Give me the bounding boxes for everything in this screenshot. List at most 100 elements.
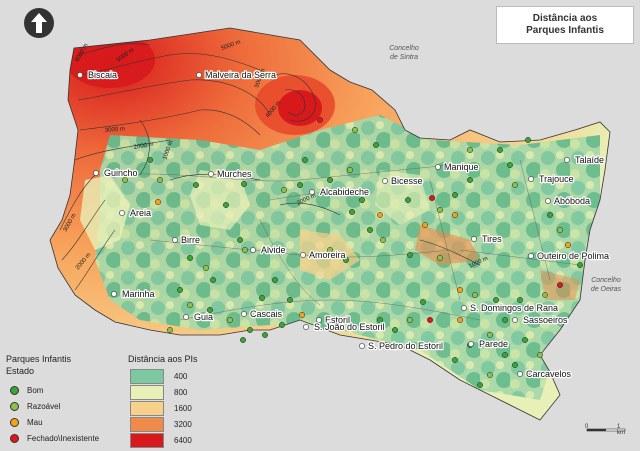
place-label: S. João do Estoril <box>314 322 385 332</box>
place-marker <box>172 237 178 243</box>
place-marker <box>528 253 534 259</box>
playground-point <box>155 199 161 205</box>
neighbor-sintra-label: Concelho de Sintra <box>389 45 419 61</box>
north-arrow-icon <box>31 13 47 33</box>
playground-point <box>297 182 303 188</box>
place-label: Amoreira <box>309 250 346 260</box>
legend-distance-item: 6400 <box>130 433 192 448</box>
place-marker <box>316 317 322 323</box>
legend-dot-icon <box>10 434 19 443</box>
legend-distance-item: 3200 <box>130 417 192 432</box>
playground-point <box>542 292 548 298</box>
playground-point <box>347 167 353 173</box>
place-marker <box>300 252 306 258</box>
legend-parks-item: Razoável <box>10 402 60 411</box>
place-label: Bicesse <box>391 176 423 186</box>
playground-point <box>167 327 173 333</box>
legend-parks-item: Mau <box>10 418 43 427</box>
playground-point <box>359 197 365 203</box>
map-title: Distância aos Parques Infantis <box>496 6 634 44</box>
place-label: Cascais <box>250 309 283 319</box>
legend-parks-label: Mau <box>27 418 43 427</box>
playground-point <box>452 192 458 198</box>
playground-point <box>452 212 458 218</box>
legend-distance-label: 800 <box>174 388 188 397</box>
playground-point <box>122 177 128 183</box>
playground-point <box>327 247 333 253</box>
playground-point <box>405 197 411 203</box>
playground-point <box>565 242 571 248</box>
place-marker <box>468 341 474 347</box>
legend-distance-label: 3200 <box>174 420 192 429</box>
scale-start: 0 <box>585 424 589 430</box>
scale-bar: 0 1 km <box>585 424 629 442</box>
legend-parks-item: Bom <box>10 386 43 395</box>
playground-point <box>247 327 253 333</box>
playground-point <box>242 247 248 253</box>
place-marker <box>461 305 467 311</box>
place-marker <box>77 72 83 78</box>
north-arrow <box>24 8 54 38</box>
playground-point <box>203 265 209 271</box>
place-label: Guincho <box>104 168 138 178</box>
playground-point <box>187 302 193 308</box>
playground-point <box>281 187 287 193</box>
playground-point <box>557 227 563 233</box>
place-marker <box>471 236 477 242</box>
playground-point <box>392 327 398 333</box>
legend-distance-title: Distância aos PIs <box>128 354 198 364</box>
playground-point <box>502 317 508 323</box>
legend-swatch <box>130 433 164 448</box>
playground-point <box>407 252 413 258</box>
playground-point <box>467 147 473 153</box>
playground-point <box>373 142 379 148</box>
playground-point <box>407 317 413 323</box>
map-title-text: Distância aos Parques Infantis <box>526 13 604 36</box>
playground-point <box>437 207 443 213</box>
place-marker <box>183 314 189 320</box>
legend-distance-label: 6400 <box>174 436 192 445</box>
place-marker <box>517 371 523 377</box>
place-label: Alvide <box>261 245 286 255</box>
neighbor-oeiras-label: Concelho de Oeiras <box>591 277 622 293</box>
playground-point <box>177 287 183 293</box>
place-label: S. Pedro do Estoril <box>368 341 443 351</box>
playground-point <box>237 237 243 243</box>
place-marker <box>241 311 247 317</box>
place-label: Areia <box>130 208 151 218</box>
legend-parks-subtitle: Estado <box>6 366 35 376</box>
playground-points <box>122 117 583 388</box>
place-marker <box>528 176 534 182</box>
legend-dot-icon <box>10 386 19 395</box>
playground-point <box>522 337 528 343</box>
playground-point <box>302 157 308 163</box>
playground-point <box>380 237 386 243</box>
playground-point <box>299 312 305 318</box>
playground-point <box>517 297 523 303</box>
legend-dot-icon <box>10 418 19 427</box>
place-label: Marinha <box>122 289 155 299</box>
legend-swatch <box>130 369 164 384</box>
place-marker <box>111 291 117 297</box>
place-label: Murches <box>217 169 252 179</box>
legend-parks-label: Razoável <box>27 402 61 411</box>
playground-point <box>287 297 293 303</box>
playground-point <box>525 137 531 143</box>
legend-distance-label: 400 <box>174 372 188 381</box>
place-label: Alcabideche <box>320 187 369 197</box>
place-label: Carcavelos <box>526 369 572 379</box>
playground-point <box>227 317 233 323</box>
playground-point <box>349 209 355 215</box>
playground-point <box>259 295 265 301</box>
place-label: Abóboda <box>554 196 590 206</box>
playground-point <box>327 177 333 183</box>
place-marker <box>303 324 309 330</box>
place-label: S. Domingos de Rana <box>470 303 558 313</box>
legend-distance-item: 400 <box>130 369 187 384</box>
place-labels: Biscaia Malveira da Serra Guincho Murches Al… <box>77 69 610 380</box>
place-marker <box>545 198 551 204</box>
place-label: Estoril <box>325 315 350 325</box>
legend-parks-title: Parques Infantis <box>6 354 72 364</box>
playground-point <box>317 117 323 123</box>
